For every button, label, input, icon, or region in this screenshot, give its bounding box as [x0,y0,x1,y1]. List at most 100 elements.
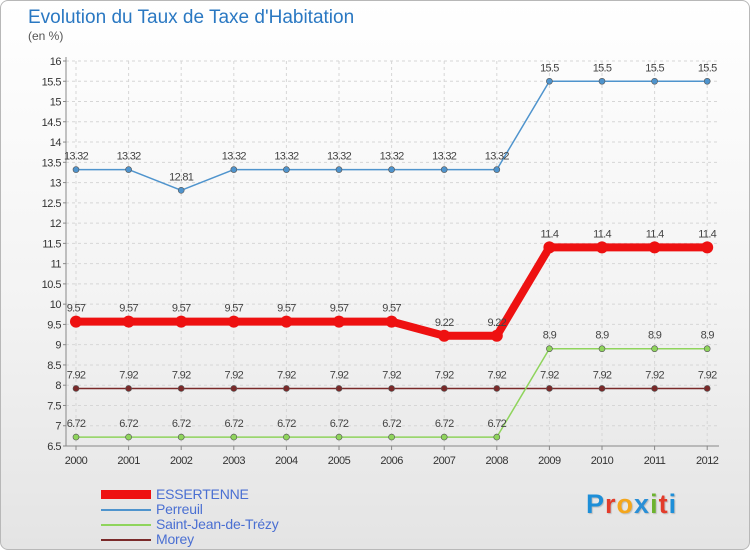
data-label-saint-jean-de-tr-zy-2011: 8.9 [648,330,662,342]
x-tick-label-10: 2010 [591,455,614,467]
data-point-saint-jean-de-tr-zy-2010 [598,345,606,353]
data-point-perreuil-2003 [230,166,238,173]
data-point-essertenne-2008 [490,329,503,342]
data-label-perreuil-2002: 12.81 [169,171,194,183]
legend-item-perreuil: Perreuil [101,501,361,517]
data-label-saint-jean-de-tr-zy-2012: 8.9 [701,330,715,342]
data-point-saint-jean-de-tr-zy-2006 [388,433,395,441]
data-point-perreuil-2002 [177,186,185,194]
y-tick-label-0: 6.5 [47,441,61,453]
data-point-essertenne-2012 [701,241,714,254]
y-tick-label-6: 9.5 [47,319,61,331]
data-point-essertenne-2000 [70,315,82,328]
x-tick-label-0: 2000 [65,455,88,467]
data-label-essertenne-2003: 9.57 [224,303,243,315]
data-point-perreuil-2001 [125,166,132,173]
data-point-essertenne-2009 [543,241,556,254]
data-point-morey-2011 [651,385,658,392]
y-tick-label-3: 8 [55,380,61,392]
data-point-morey-2001 [125,385,132,392]
data-label-essertenne-2009: 11.4 [541,228,559,240]
data-point-morey-2005 [335,385,343,392]
data-point-essertenne-2010 [596,241,608,254]
legend-swatch-morey [101,539,151,541]
data-label-essertenne-2002: 9.57 [172,303,191,315]
data-label-perreuil-2003: 13.32 [222,151,247,163]
data-point-saint-jean-de-tr-zy-2012 [703,345,711,353]
data-label-essertenne-2008: 9.22 [487,317,506,329]
data-label-morey-2001: 7.92 [119,369,138,381]
proxiti-logo: Proxiti [586,489,677,520]
legend-swatch-saint-jean-de-trezy [101,524,151,526]
data-point-essertenne-2003 [227,315,240,328]
data-point-saint-jean-de-tr-zy-2004 [283,433,290,441]
data-point-essertenne-2004 [280,315,293,328]
x-tick-label-7: 2007 [433,455,456,467]
data-point-morey-2012 [703,385,711,392]
y-tick-label-15: 14 [50,137,62,149]
data-point-morey-2002 [177,385,185,392]
data-label-perreuil-2012: 15.5 [698,62,717,74]
x-tick-label-12: 2012 [696,455,719,467]
x-tick-label-5: 2005 [328,455,351,467]
y-axis-unit: (en %) [28,29,64,43]
data-point-morey-2007 [440,385,448,392]
data-label-essertenne-2006: 9.57 [382,303,401,315]
legend-label-essertenne: ESSERTENNE [156,486,249,502]
data-label-essertenne-2012: 11.4 [698,228,716,240]
data-point-saint-jean-de-tr-zy-2001 [125,433,132,441]
data-point-perreuil-2008 [493,166,501,173]
data-label-essertenne-2010: 11.4 [593,228,611,240]
data-label-morey-2011: 7.92 [645,369,664,381]
data-point-saint-jean-de-tr-zy-2002 [177,433,185,441]
y-tick-label-19: 16 [50,56,62,68]
data-point-essertenne-2007 [438,329,451,342]
data-point-morey-2004 [283,385,290,392]
y-tick-label-11: 12 [50,218,62,230]
data-label-morey-2004: 7.92 [277,369,296,381]
data-label-essertenne-2011: 11.4 [646,228,664,240]
data-label-morey-2000: 7.92 [67,369,86,381]
data-label-morey-2005: 7.92 [330,369,349,381]
y-tick-label-14: 13.5 [42,157,62,169]
data-label-perreuil-2000: 13.32 [64,151,89,163]
legend-label-morey: Morey [156,531,194,547]
logo-letter: i [650,489,659,519]
logo-letter: i [668,489,678,519]
y-tick-label-1: 7 [55,421,61,433]
x-tick-label-6: 2006 [380,455,403,467]
data-label-morey-2009: 7.92 [540,369,559,381]
data-point-perreuil-2004 [283,166,290,173]
data-point-morey-2008 [493,385,501,392]
data-label-saint-jean-de-tr-zy-2004: 6.72 [277,418,296,430]
data-point-saint-jean-de-tr-zy-2007 [440,433,448,441]
data-point-essertenne-2006 [385,315,398,328]
logo-letter: t [658,489,669,519]
y-tick-label-10: 11.5 [42,238,61,250]
data-point-saint-jean-de-tr-zy-2003 [230,433,238,441]
y-tick-label-9: 11 [51,259,62,271]
data-label-saint-jean-de-tr-zy-2005: 6.72 [330,418,349,430]
data-label-essertenne-2007: 9.22 [435,317,454,329]
data-label-morey-2008: 7.92 [487,369,506,381]
data-label-perreuil-2004: 13.32 [274,151,299,163]
data-label-perreuil-2008: 13.32 [485,151,510,163]
data-point-saint-jean-de-tr-zy-2000 [72,433,80,441]
logo-letter: x [634,489,651,519]
logo-letter: o [616,489,635,519]
data-point-perreuil-2009 [546,77,553,85]
data-point-morey-2006 [388,385,395,392]
legend-label-perreuil: Perreuil [156,501,203,517]
data-label-morey-2006: 7.92 [382,369,401,381]
x-tick-label-8: 2008 [486,455,509,467]
data-point-morey-2003 [230,385,238,392]
x-tick-label-2: 2002 [170,455,193,467]
data-point-perreuil-2010 [598,77,606,85]
data-point-essertenne-2005 [333,315,345,328]
legend-label-saint-jean-de-trezy: Saint-Jean-de-Trézy [156,516,279,532]
data-label-perreuil-2006: 13.32 [380,151,405,163]
data-point-essertenne-2002 [175,315,188,328]
data-point-saint-jean-de-tr-zy-2008 [493,433,501,441]
